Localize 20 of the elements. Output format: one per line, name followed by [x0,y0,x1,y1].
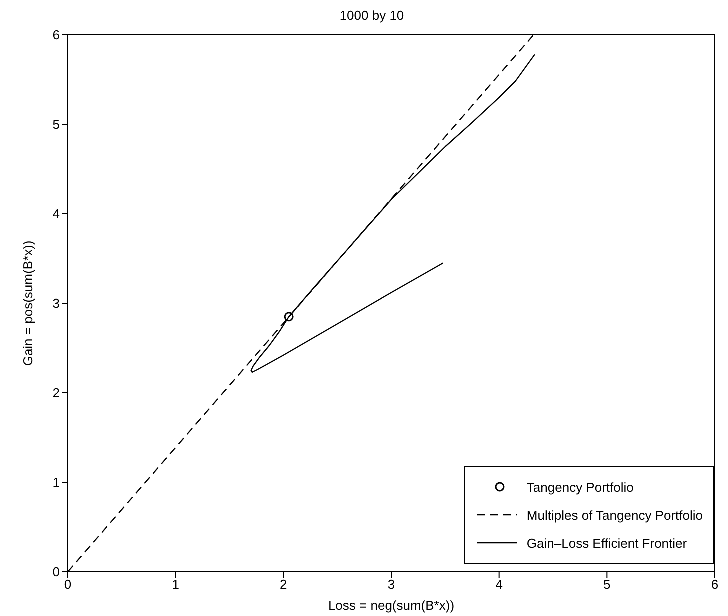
x-tick-label: 1 [172,577,180,592]
y-tick-label: 3 [52,296,60,312]
x-tick-label: 4 [496,577,503,592]
y-tick-label: 1 [52,475,60,490]
y-tick-label: 5 [52,117,60,132]
legend-label: Gain–Loss Efficient Frontier [526,536,688,550]
x-tick-label: 5 [604,577,611,592]
x-tick-label: 3 [388,577,396,592]
x-axis-title: Loss = neg(sum(B*x)) [328,598,455,613]
y-axis-title: Gain = pos(sum(B*x)) [20,240,36,366]
legend-label: Multiples of Tangency Portfolio [526,508,703,522]
y-tick-label: 0 [52,564,60,580]
x-tick-label: 6 [711,577,719,592]
y-tick-label: 6 [52,28,60,43]
x-tick-label: 0 [64,577,72,592]
chart-title: 1000 by 10 [338,8,406,25]
y-tick-label: 2 [52,386,60,401]
x-tick-label: 2 [280,577,288,592]
legend-label: Tangency Portfolio [526,480,634,494]
y-tick-label: 4 [52,206,60,222]
